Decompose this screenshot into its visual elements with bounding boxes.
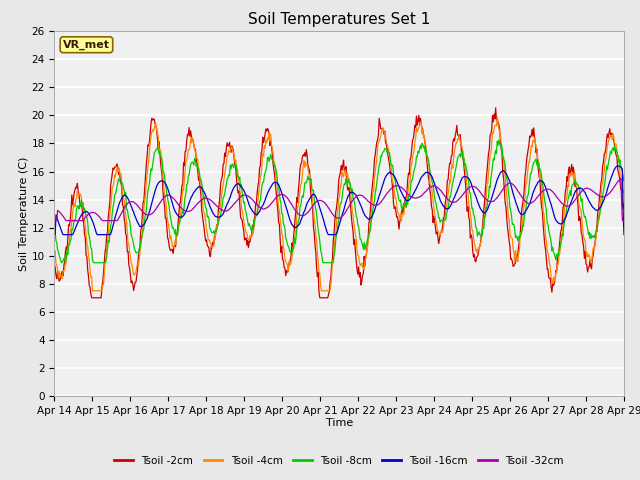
Y-axis label: Soil Temperature (C): Soil Temperature (C)	[19, 156, 29, 271]
X-axis label: Time: Time	[326, 419, 353, 429]
Legend: Tsoil -2cm, Tsoil -4cm, Tsoil -8cm, Tsoil -16cm, Tsoil -32cm: Tsoil -2cm, Tsoil -4cm, Tsoil -8cm, Tsoi…	[110, 452, 568, 470]
Text: VR_met: VR_met	[63, 40, 110, 50]
Title: Soil Temperatures Set 1: Soil Temperatures Set 1	[248, 12, 430, 27]
